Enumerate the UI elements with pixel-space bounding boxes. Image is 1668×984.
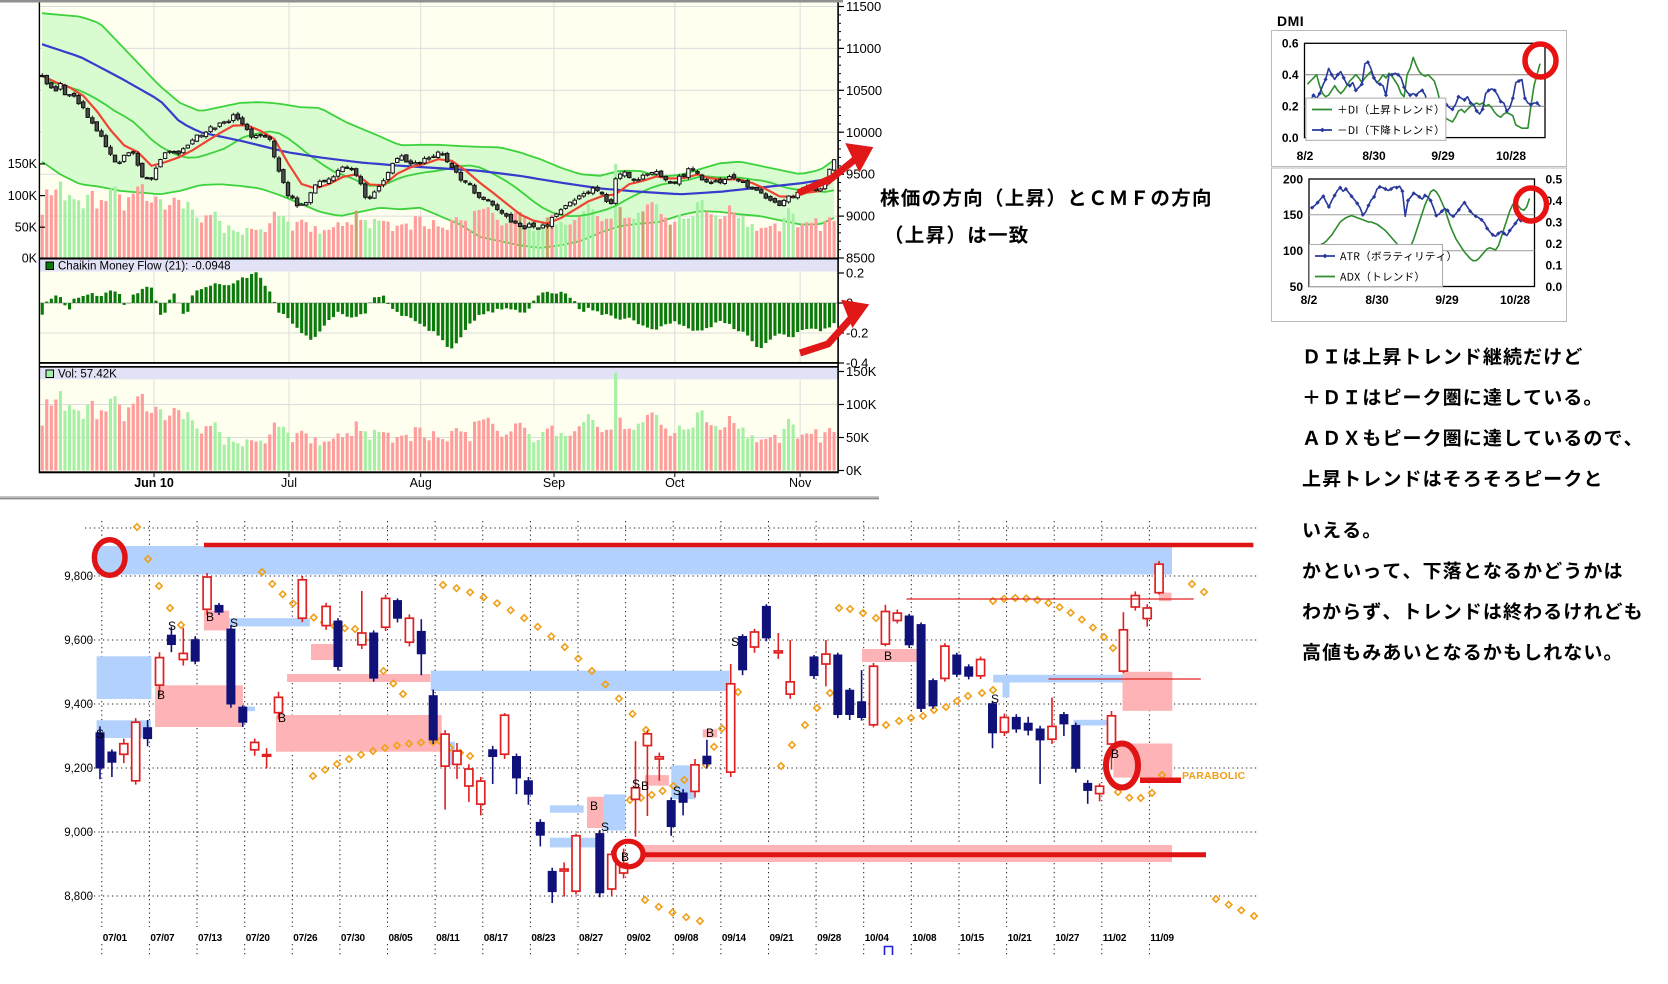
svg-text:09/28: 09/28	[817, 933, 842, 944]
svg-text:9,400: 9,400	[64, 699, 93, 711]
svg-text:B: B	[621, 850, 629, 864]
svg-text:B: B	[206, 610, 214, 624]
svg-text:09/08: 09/08	[674, 933, 699, 944]
svg-text:8/30: 8/30	[1362, 149, 1386, 163]
svg-text:08/11: 08/11	[436, 933, 460, 944]
svg-text:Nov: Nov	[789, 476, 812, 490]
svg-text:8/2: 8/2	[1297, 149, 1314, 163]
svg-text:PARABOLIC: PARABOLIC	[1182, 770, 1246, 782]
svg-text:07/01: 07/01	[103, 933, 128, 944]
svg-text:10500: 10500	[846, 83, 882, 98]
svg-text:-0.2: -0.2	[846, 326, 868, 341]
svg-text:08/23: 08/23	[531, 933, 556, 944]
svg-text:8500: 8500	[846, 251, 875, 266]
svg-text:Vol: 57.42K: Vol: 57.42K	[58, 369, 117, 381]
svg-text:S: S	[731, 635, 739, 649]
svg-text:11/09: 11/09	[1150, 933, 1174, 944]
svg-text:0.2: 0.2	[1546, 237, 1563, 251]
svg-text:8/30: 8/30	[1365, 293, 1389, 307]
svg-text:150: 150	[1283, 208, 1303, 222]
svg-text:S: S	[991, 692, 999, 706]
svg-text:200: 200	[1283, 172, 1303, 186]
svg-text:07/07: 07/07	[150, 933, 175, 944]
svg-text:100: 100	[1283, 244, 1303, 258]
svg-text:08/17: 08/17	[484, 933, 509, 944]
svg-text:10/21: 10/21	[1008, 933, 1033, 944]
svg-text:09/02: 09/02	[627, 933, 652, 944]
svg-text:11500: 11500	[846, 0, 881, 14]
svg-text:0.5: 0.5	[1546, 172, 1563, 186]
svg-text:0.3: 0.3	[1546, 215, 1563, 229]
svg-text:Sep: Sep	[543, 476, 565, 490]
svg-text:50: 50	[1290, 280, 1304, 294]
svg-text:Oct: Oct	[665, 476, 685, 490]
svg-text:0K: 0K	[846, 463, 862, 478]
svg-text:S: S	[168, 619, 176, 633]
svg-text:S: S	[96, 727, 104, 741]
svg-text:B: B	[590, 799, 598, 813]
svg-text:B: B	[1111, 747, 1119, 761]
svg-text:100K: 100K	[846, 397, 877, 412]
svg-text:B: B	[278, 711, 286, 725]
svg-text:11000: 11000	[846, 41, 881, 56]
svg-text:Aug: Aug	[410, 476, 432, 490]
svg-text:150K: 150K	[8, 157, 38, 171]
svg-text:0.2: 0.2	[846, 266, 864, 281]
svg-text:0.0: 0.0	[1282, 131, 1299, 145]
svg-text:0.4: 0.4	[1282, 68, 1299, 82]
svg-text:DMI: DMI	[1277, 13, 1304, 29]
svg-text:Jun 10: Jun 10	[134, 476, 174, 490]
svg-text:10/27: 10/27	[1055, 933, 1080, 944]
svg-text:150K: 150K	[846, 364, 877, 379]
svg-text:S: S	[230, 616, 238, 630]
svg-text:07/20: 07/20	[246, 933, 271, 944]
svg-text:0.2: 0.2	[1282, 100, 1299, 114]
svg-text:B: B	[706, 726, 714, 740]
svg-text:S: S	[673, 784, 681, 798]
svg-text:8,800: 8,800	[64, 891, 93, 903]
svg-text:50K: 50K	[15, 220, 38, 234]
svg-text:0K: 0K	[22, 252, 38, 266]
svg-text:S: S	[601, 820, 609, 834]
svg-text:10/28: 10/28	[1500, 293, 1530, 307]
svg-text:10/28: 10/28	[1496, 149, 1526, 163]
svg-text:9500: 9500	[846, 167, 875, 182]
svg-text:0.4: 0.4	[1546, 194, 1563, 208]
svg-text:0.1: 0.1	[1546, 258, 1563, 272]
svg-text:08/05: 08/05	[389, 933, 414, 944]
svg-text:9,600: 9,600	[64, 635, 93, 647]
svg-text:07/30: 07/30	[341, 933, 366, 944]
svg-text:11/02: 11/02	[1103, 933, 1127, 944]
svg-text:B: B	[884, 649, 892, 663]
svg-text:9/29: 9/29	[1431, 149, 1455, 163]
svg-text:-0.4: -0.4	[846, 356, 868, 371]
svg-text:10000: 10000	[846, 125, 882, 140]
svg-text:10/04: 10/04	[865, 933, 890, 944]
svg-text:10/08: 10/08	[912, 933, 937, 944]
svg-text:0.6: 0.6	[1282, 37, 1299, 51]
svg-text:0.0: 0.0	[1546, 280, 1563, 294]
svg-text:S: S	[632, 777, 640, 791]
svg-text:9,800: 9,800	[64, 571, 93, 583]
svg-text:10/15: 10/15	[960, 933, 985, 944]
svg-text:50K: 50K	[846, 430, 869, 445]
svg-text:9,000: 9,000	[64, 827, 93, 839]
svg-text:100K: 100K	[8, 189, 38, 203]
svg-text:Chaikin Money Flow (21): -0.09: Chaikin Money Flow (21): -0.0948	[58, 261, 231, 273]
svg-text:9000: 9000	[846, 209, 875, 224]
svg-text:09/14: 09/14	[722, 933, 747, 944]
svg-text:07/13: 07/13	[198, 933, 223, 944]
svg-text:08/27: 08/27	[579, 933, 604, 944]
svg-text:B: B	[157, 688, 165, 702]
svg-text:09/21: 09/21	[770, 933, 795, 944]
svg-text:9/29: 9/29	[1435, 293, 1459, 307]
svg-text:07/26: 07/26	[293, 933, 318, 944]
svg-text:8/2: 8/2	[1301, 293, 1318, 307]
svg-text:Jul: Jul	[281, 476, 297, 490]
svg-text:B: B	[641, 779, 649, 793]
svg-text:9,200: 9,200	[64, 763, 93, 775]
